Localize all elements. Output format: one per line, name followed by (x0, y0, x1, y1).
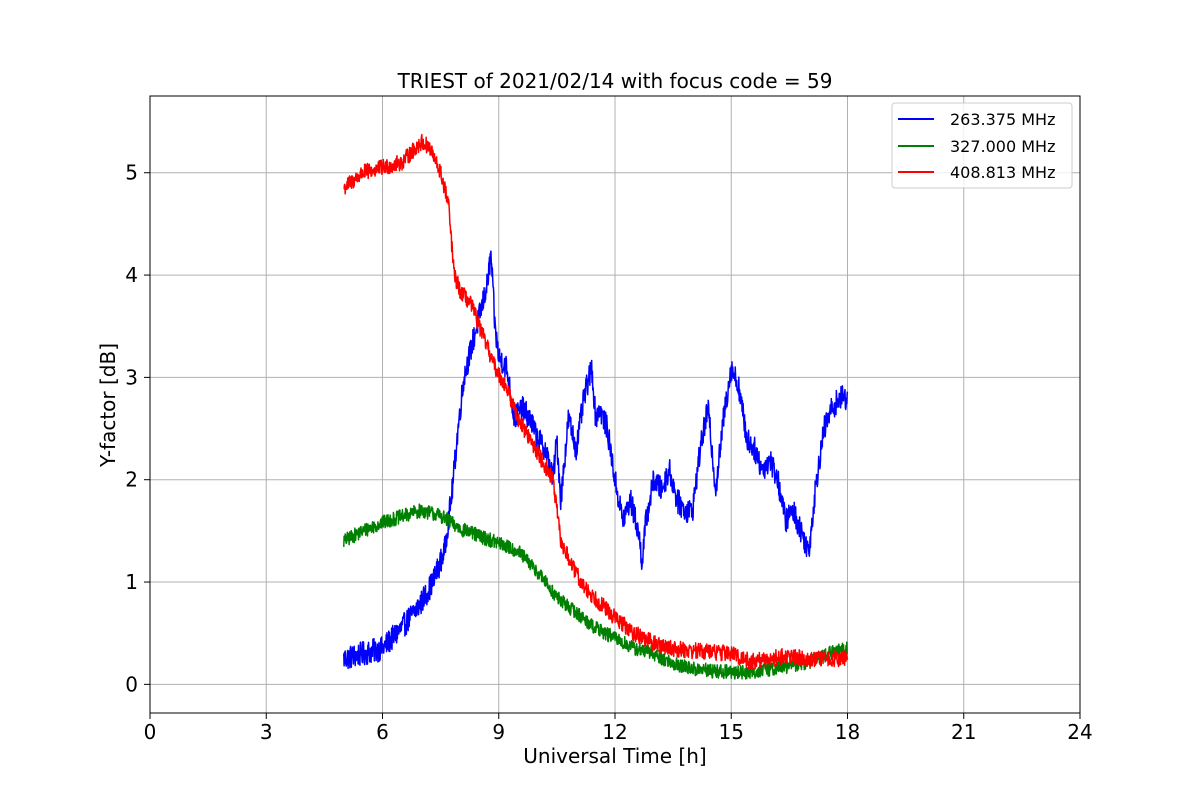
x-tick-label: 18 (835, 720, 860, 744)
chart-title: TRIEST of 2021/02/14 with focus code = 5… (397, 69, 833, 93)
y-tick-label: 3 (125, 365, 138, 389)
y-tick-label: 1 (125, 570, 138, 594)
y-axis-label: Y-factor [dB] (96, 343, 120, 468)
x-axis-label: Universal Time [h] (523, 744, 706, 768)
x-tick-label: 6 (376, 720, 389, 744)
legend-label-327: 327.000 MHz (950, 137, 1055, 156)
legend-label-263: 263.375 MHz (950, 110, 1055, 129)
x-tick-label: 12 (602, 720, 627, 744)
series-line-327.000 (343, 503, 849, 680)
legend-box (891, 102, 1073, 189)
y-tick-label: 0 (125, 672, 138, 696)
y-tick-label: 2 (125, 468, 138, 492)
legend-label-408: 408.813 MHz (950, 163, 1055, 182)
x-tick-label: 3 (260, 720, 273, 744)
y-tick-label: 4 (125, 263, 138, 287)
plot-series (343, 133, 849, 680)
y-tick-label: 5 (125, 161, 138, 185)
series-line-263.375 (343, 250, 849, 670)
x-tick-label: 9 (492, 720, 505, 744)
x-tick-label: 15 (719, 720, 744, 744)
x-tick-label: 21 (951, 720, 976, 744)
x-tick-label: 24 (1067, 720, 1092, 744)
legend: 263.375 MHz 327.000 MHz 408.813 MHz (891, 102, 1073, 189)
x-tick-label: 0 (144, 720, 157, 744)
grid-lines (149, 96, 1081, 713)
series-line-408.813 (343, 133, 849, 670)
